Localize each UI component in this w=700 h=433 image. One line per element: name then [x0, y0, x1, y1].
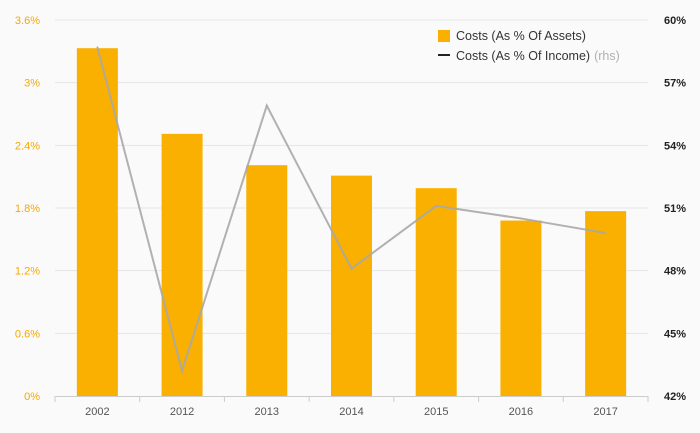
line-point-2017	[604, 232, 607, 234]
right-tick-label: 42%	[664, 391, 686, 403]
x-tick-label-2014: 2014	[339, 406, 363, 418]
right-tick-label: 48%	[664, 266, 686, 278]
left-y-axis: 0% 0.6% 1.2% 1.8% 2.4% 3% 3.6%	[15, 15, 40, 403]
line-series	[96, 46, 607, 375]
line-point-2014	[350, 267, 353, 270]
legend-label-line-suffix: (rhs)	[594, 49, 620, 63]
left-tick-label: 3.6%	[15, 15, 40, 27]
line-point-2015	[435, 205, 438, 207]
left-tick-label: 1.2%	[15, 266, 40, 278]
x-tick-label-2002: 2002	[85, 406, 109, 418]
left-tick-label: 3%	[24, 78, 40, 90]
line-point-2016	[520, 217, 522, 220]
x-tick-label-2015: 2015	[424, 406, 448, 418]
x-tick-label-2016: 2016	[509, 406, 533, 418]
bar-2002	[76, 48, 118, 396]
bar-2013	[246, 165, 288, 396]
bar-2012	[161, 133, 203, 396]
left-tick-label: 0%	[24, 391, 40, 403]
legend-entry-line: Costs (As % Of Income) (rhs)	[456, 49, 620, 63]
right-tick-label: 57%	[664, 78, 686, 90]
x-axis: 2002 2012 2013 2014 2015 2016 2017	[54, 396, 649, 418]
right-tick-label: 60%	[664, 15, 686, 27]
right-tick-label: 54%	[664, 140, 686, 152]
legend: Costs (As % Of Assets) Costs (As % Of In…	[438, 29, 620, 63]
left-tick-label: 2.4%	[15, 140, 40, 152]
line-point-2013	[265, 104, 268, 107]
x-tick-label-2017: 2017	[593, 406, 617, 418]
right-tick-label: 45%	[664, 328, 686, 340]
legend-label-bar: Costs (As % Of Assets)	[456, 29, 586, 43]
legend-swatch-line	[438, 54, 450, 56]
left-tick-label: 0.6%	[15, 328, 40, 340]
right-tick-label: 51%	[664, 203, 686, 215]
right-y-axis: 42% 45% 48% 51% 54% 57% 60%	[664, 15, 686, 403]
legend-swatch-bar	[438, 30, 450, 42]
bar-2014	[331, 175, 372, 396]
bar-2017	[585, 211, 627, 396]
legend-label-line: Costs (As % Of Income)	[456, 49, 590, 63]
line-point-2002	[96, 46, 99, 48]
bar-2015	[415, 188, 457, 396]
x-tick-label-2013: 2013	[255, 406, 279, 418]
bar-2016	[500, 220, 542, 396]
bar-series	[76, 48, 627, 396]
x-tick-label-2012: 2012	[170, 406, 194, 418]
left-tick-label: 1.8%	[15, 203, 40, 215]
line-point-2012	[181, 370, 183, 372]
